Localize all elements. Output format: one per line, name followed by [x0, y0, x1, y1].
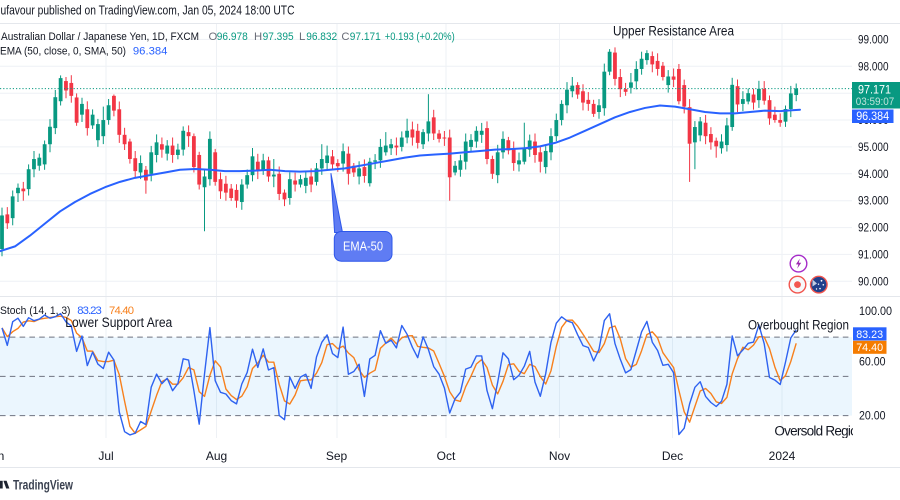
svg-text:99.000: 99.000: [858, 34, 889, 46]
svg-text:98.000: 98.000: [858, 61, 889, 73]
svg-text:100.00: 100.00: [859, 306, 892, 318]
svg-text:Sep: Sep: [326, 449, 348, 463]
svg-text:03:59:07: 03:59:07: [856, 96, 895, 108]
svg-text:90.000: 90.000: [858, 276, 889, 288]
svg-text:n: n: [0, 449, 4, 463]
svg-text:Dec: Dec: [662, 449, 683, 463]
svg-text:Australian Dollar / Japanese Y: Australian Dollar / Japanese Yen, 1D, FX…: [1, 31, 455, 43]
svg-text:91.000: 91.000: [858, 249, 889, 261]
svg-text:94.000: 94.000: [858, 169, 889, 181]
svg-text:92.000: 92.000: [858, 223, 889, 235]
svg-text:Oversold Region: Oversold Region: [774, 424, 864, 439]
svg-text:Nov: Nov: [549, 449, 570, 463]
svg-text:Jul: Jul: [98, 449, 113, 463]
svg-text:20.00: 20.00: [859, 411, 886, 423]
svg-text:97.171: 97.171: [858, 83, 891, 97]
svg-text:2024: 2024: [769, 449, 796, 463]
svg-text:96.384: 96.384: [856, 109, 889, 123]
svg-text:EMA-50: EMA-50: [343, 239, 383, 254]
svg-text:74.40: 74.40: [856, 342, 883, 354]
svg-text:EMA (50, close, 0, SMA, 50)96.: EMA (50, close, 0, SMA, 50) 96.384: [0, 46, 167, 58]
svg-text:Lower Support Area: Lower Support Area: [65, 315, 172, 330]
svg-text:83.23: 83.23: [856, 329, 883, 341]
svg-text:Upper Resistance Area: Upper Resistance Area: [613, 23, 734, 38]
svg-text:Oct: Oct: [437, 449, 456, 463]
svg-text:Aug: Aug: [206, 449, 227, 463]
svg-text:95.000: 95.000: [858, 142, 889, 154]
svg-text:Overbought Region: Overbought Region: [748, 318, 849, 333]
svg-text:93.000: 93.000: [858, 196, 889, 208]
svg-text:ufavour published on TradingVi: ufavour published on TradingView.com, Ja…: [1, 4, 295, 18]
svg-text:60.00: 60.00: [859, 356, 886, 368]
svg-text:TradingView: TradingView: [13, 477, 73, 492]
